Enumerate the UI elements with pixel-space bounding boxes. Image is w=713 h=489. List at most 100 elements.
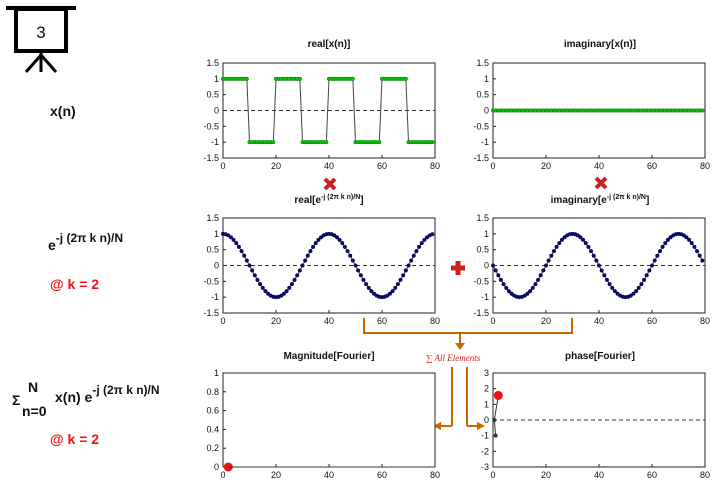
label-sum-body: x(n) e-j (2π k n)/N <box>55 383 160 405</box>
data-point <box>369 289 374 294</box>
data-point <box>393 285 398 290</box>
data-point <box>244 76 249 81</box>
y-tick-label: 1.5 <box>206 213 219 223</box>
data-point <box>252 273 257 278</box>
data-point <box>501 282 506 287</box>
y-tick-label: 1 <box>214 229 219 239</box>
plot-title: imaginary[x(n)] <box>564 39 636 50</box>
data-point <box>406 263 411 268</box>
y-tick-label: -0.5 <box>473 276 489 286</box>
y-tick-label: 1 <box>484 229 489 239</box>
y-tick-label: -1.5 <box>473 308 489 318</box>
x-tick-label: 20 <box>541 161 551 171</box>
data-point <box>695 249 700 254</box>
data-point <box>292 277 297 282</box>
data-point <box>411 253 416 258</box>
data-point <box>665 237 670 242</box>
multiply-icon-2 <box>594 176 608 190</box>
data-point <box>607 282 612 287</box>
data-point <box>551 249 557 254</box>
plus-icon <box>451 261 465 275</box>
plots-layer: real[x(n)]0 20 40 60 801.510.50-0.5-1-1.5ima… <box>203 39 710 480</box>
arrowheads <box>433 343 485 430</box>
y-tick-label: 0 <box>484 106 489 116</box>
data-point <box>689 241 694 246</box>
label-at-k-2: @ k = 2 <box>50 431 99 447</box>
x-tick-label: 60 <box>377 161 387 171</box>
data-point <box>430 140 435 145</box>
data-point <box>281 291 287 296</box>
data-point <box>244 258 249 263</box>
data-point <box>631 291 636 296</box>
data-point <box>364 282 369 287</box>
data-point <box>300 263 305 268</box>
data-point <box>596 263 602 268</box>
x-tick-label: 0 <box>220 161 225 171</box>
data-point <box>398 277 403 282</box>
data-point <box>414 249 419 254</box>
data-point <box>297 268 302 273</box>
data-point <box>358 273 363 278</box>
y-tick-label: 1 <box>484 399 489 409</box>
data-point <box>289 282 294 287</box>
y-tick-label: 1.5 <box>476 58 489 68</box>
plot-title: imaginary[e-j (2π k n)/N] <box>551 194 650 206</box>
data-point <box>589 249 594 254</box>
data-point <box>583 241 588 246</box>
data-point <box>490 263 496 268</box>
y-tick-label: 0 <box>484 261 489 271</box>
x-tick-label: 60 <box>377 470 387 480</box>
data-point <box>247 263 252 268</box>
data-point <box>493 433 498 438</box>
data-point <box>492 418 497 422</box>
data-point <box>361 277 366 282</box>
y-tick-label: 0.5 <box>206 245 219 255</box>
multiply-icon-1 <box>323 177 337 191</box>
data-point <box>311 244 316 249</box>
data-point <box>356 268 361 273</box>
data-point <box>417 244 422 249</box>
x-tick-label: 20 <box>271 161 281 171</box>
data-point <box>263 289 268 294</box>
y-tick-label: -3 <box>481 462 489 472</box>
x-tick-label: 20 <box>271 316 281 326</box>
data-point <box>284 289 289 294</box>
y-tick-label: 0.2 <box>206 443 219 453</box>
y-tick-label: -0.5 <box>203 276 219 286</box>
data-point <box>530 285 535 290</box>
y-tick-label: -1 <box>211 292 219 302</box>
data-point <box>655 253 660 258</box>
x-tick-label: 40 <box>324 161 334 171</box>
data-point <box>350 76 355 81</box>
y-tick-label: -1.5 <box>473 153 489 163</box>
data-point <box>504 285 509 290</box>
plot-p6: phase[Fourier] 0 20 40 60 80 3 2 1 0 -1 -2 -3 <box>481 351 710 480</box>
data-point <box>660 244 665 249</box>
x-tick-label: 60 <box>377 316 387 326</box>
data-point <box>295 273 300 278</box>
slide-number: 3 <box>36 23 45 42</box>
plot-p4: imaginary[e-j (2π k n)/N] 0 20 40 60 80 1.5 1 0.… <box>473 194 710 326</box>
x-tick-label: 0 <box>490 316 495 326</box>
plot-p2: imaginary[x(n)] 0 20 40 60 80 1.5 1 0.5 0 -0.5 -1 -1… <box>473 39 710 171</box>
data-point <box>692 244 697 249</box>
data-point <box>345 249 350 254</box>
sum-upper-limit: N <box>28 379 38 395</box>
data-point <box>231 237 236 242</box>
data-point <box>401 273 406 278</box>
x-tick-label: 80 <box>700 161 710 171</box>
data-point <box>586 244 591 249</box>
x-tick-label: 60 <box>647 316 657 326</box>
y-tick-label: -1 <box>211 137 219 147</box>
x-tick-label: 40 <box>324 316 334 326</box>
y-tick-label: 2 <box>484 384 489 394</box>
data-point <box>538 273 543 278</box>
data-point <box>234 241 239 246</box>
data-point <box>430 232 435 237</box>
data-point <box>652 258 657 263</box>
y-tick-label: -2 <box>481 446 489 456</box>
data-point <box>350 258 355 263</box>
y-tick-label: 0 <box>214 261 219 271</box>
plot-title: real[x(n)] <box>308 39 351 50</box>
data-point <box>554 244 559 249</box>
